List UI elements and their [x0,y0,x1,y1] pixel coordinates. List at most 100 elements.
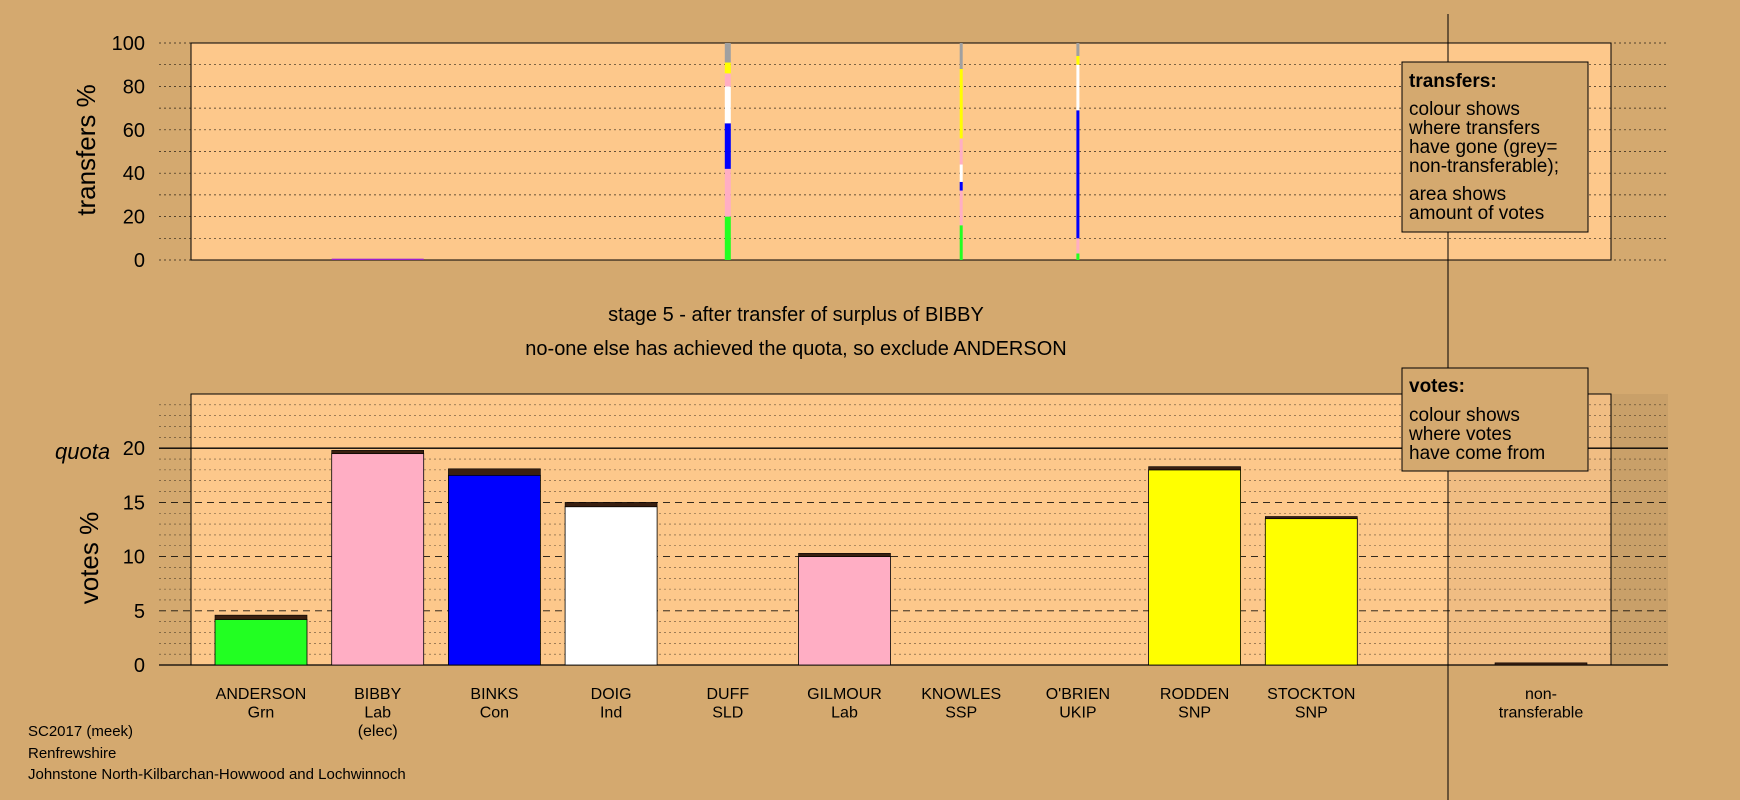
vote-bar [1148,469,1241,666]
transferred-votes-strip [798,553,891,557]
y-tick-label: 15 [123,492,145,514]
vote-bar [331,453,425,666]
transfer-segment [959,138,963,165]
transfers-legend-line: where transfers [1408,118,1540,139]
candidate-label: Ind [600,705,622,722]
transferred-votes-strip [448,468,541,476]
candidate-label: O'BRIEN [1046,686,1110,703]
transfers-legend-line: colour shows [1409,99,1520,120]
y-tick-label: 0 [134,655,145,677]
votes-legend: votes: colour shows where votes have com… [1401,367,1589,472]
y-tick-label: 80 [123,76,145,98]
transfers-legend: transfers: colour shows where transfers … [1401,61,1589,233]
votes-legend-line: have come from [1409,443,1545,464]
transfer-segment [959,190,963,226]
transfer-segment [724,43,731,63]
footer-line: Renfrewshire [28,745,116,762]
footer-line: Johnstone North-Kilbarchan-Howwood and L… [28,766,406,783]
votes-plot-area [190,393,1612,666]
transfers-chart: 0 20 40 60 80 100 transfers % [71,33,1668,272]
transferred-votes-strip [1148,466,1241,471]
candidate-label: Grn [248,705,275,722]
transfer-segment [1076,110,1080,239]
y-tick-label: 40 [123,163,145,185]
transferred-votes-strip [1265,516,1358,519]
transfer-segment [1076,238,1080,254]
transfer-segment [724,73,731,87]
transfer-segment [331,258,424,260]
transfer-segment [1076,64,1080,111]
vote-bar [447,474,541,666]
transfers-legend-box [1401,61,1589,233]
transfer-segment [959,164,963,182]
transferred-votes-strip [214,614,308,620]
candidate-label: SNP [1178,705,1211,722]
transfer-segment [959,43,963,70]
candidate-labels: ANDERSONGrnBIBBYLab(elec)BINKSConDOIGInd… [216,686,1584,740]
candidate-label: UKIP [1059,705,1096,722]
votes-bars [214,450,1588,666]
stage-title: stage 5 - after transfer of surplus of B… [608,304,984,326]
transfer-segment [724,168,731,217]
candidate-label: non- [1525,686,1557,703]
transferred-votes-strip [1494,662,1588,666]
transfer-segment [1076,253,1080,260]
candidate-label: BINKS [470,686,518,703]
candidate-label: (elec) [358,723,398,740]
candidate-label: Con [480,705,509,722]
y-tick-label: 5 [134,601,145,623]
transfers-legend-heading: transfers: [1409,71,1497,92]
candidate-label: DOIG [591,686,632,703]
transfer-segment [1076,56,1080,65]
quota-label: quota [55,439,110,464]
transfer-segment [724,123,731,169]
stage-action: no-one else has achieved the quota, so e… [525,338,1066,360]
transfer-segment [724,62,731,74]
candidate-label: RODDEN [1160,686,1229,703]
y-tick-label: 20 [123,438,145,460]
y-tick-label: 60 [123,120,145,142]
footer-line: SC2017 (meek) [28,723,133,740]
transferred-votes-strip [564,502,658,508]
transfer-segment [959,225,963,260]
y-tick-label: 20 [123,207,145,229]
candidate-label: Lab [364,705,391,722]
candidate-label: DUFF [706,686,749,703]
y-tick-label: 10 [123,547,145,569]
transfer-segment [724,86,731,124]
transfers-gridlines [159,42,1668,261]
vote-bar [214,619,308,666]
candidate-label: SSP [945,705,977,722]
transferred-votes-strip [331,450,425,454]
y-tick-label: 100 [112,33,145,55]
transfers-y-axis-label: transfers % [71,84,101,216]
candidate-label: GILMOUR [807,686,882,703]
transfers-columns [331,43,1080,260]
transfer-segment [724,216,731,260]
candidate-label: transferable [1499,705,1584,722]
vote-bar [1264,518,1358,666]
candidate-label: SLD [712,705,743,722]
transfers-legend-line: non-transferable); [1409,156,1559,177]
candidate-label: BIBBY [354,686,401,703]
candidate-label: SNP [1295,705,1328,722]
transfer-segment [959,181,963,191]
candidate-label: KNOWLES [921,686,1001,703]
votes-y-axis-label: votes % [74,512,104,605]
vote-bar [798,556,891,666]
transfer-segment [1076,43,1080,57]
candidate-label: Lab [831,705,858,722]
transfers-legend-line: have gone (grey= [1409,137,1557,158]
votes-legend-line: colour shows [1409,405,1520,426]
vote-bar [564,506,658,666]
votes-legend-heading: votes: [1409,376,1465,397]
votes-legend-box [1401,367,1589,472]
candidate-label: ANDERSON [216,686,307,703]
transfers-y-ticks: 0 20 40 60 80 100 [112,33,145,272]
votes-y-ticks: 0 5 10 15 20 [123,438,145,677]
votes-legend-line: where votes [1408,424,1511,445]
transfer-segment [959,69,963,139]
transfers-legend-line: amount of votes [1409,203,1544,224]
